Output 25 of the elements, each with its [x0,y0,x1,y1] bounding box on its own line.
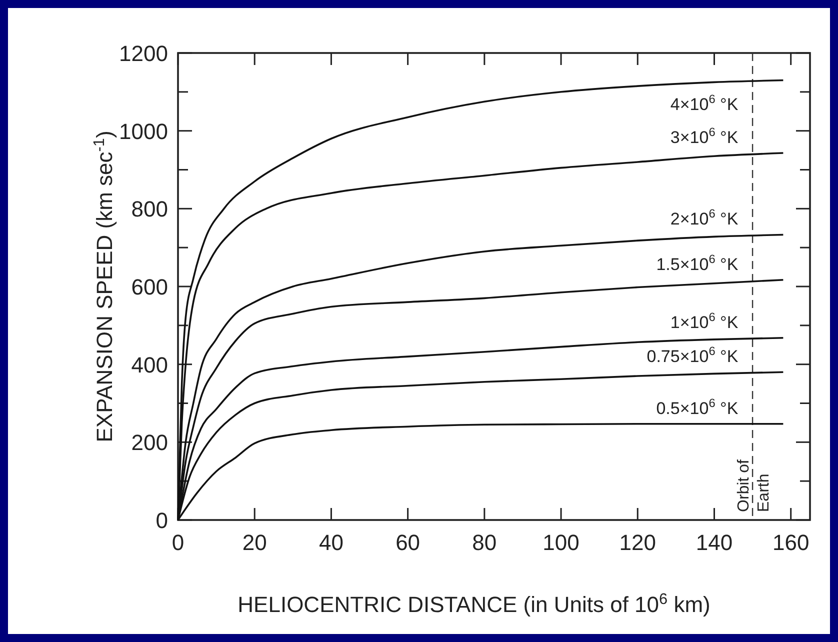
x-tick-label: 140 [696,530,733,555]
x-tick-label: 20 [242,530,267,555]
x-tick-label: 160 [772,530,810,555]
series-label: 0.75×10$^{6}$ °K [646,344,739,366]
y-tick-label: 800 [131,196,168,222]
y-tick-label: 0 [156,508,168,533]
x-tick-label: 60 [396,530,420,555]
y-tick-label: 600 [131,274,168,300]
series-label: 0.5×10$^{6}$ °K [656,396,739,418]
x-axis-title: HELIOCENTRIC DISTANCE (in Units of 10$^{6}$ km) [238,590,710,617]
y-tick-label: 200 [131,430,168,456]
x-tick-label: 40 [318,530,344,555]
x-tick-label: 80 [472,530,497,555]
x-tick-label: 100 [542,530,580,555]
series-label: 3×10$^{6}$ °K [670,125,739,148]
x-tick-label: 120 [619,530,656,555]
x-tick-label: 0 [172,530,184,555]
y-tick-label: 400 [131,352,168,378]
y-tick-label: 1200 [119,41,168,66]
y-tick-label: 1000 [119,118,168,144]
series-label: 4×10$^{6}$ °K [670,92,739,114]
series-label: 2×10$^{6}$ °K [670,206,739,229]
series-label: 1.5×10$^{6}$ °K [656,252,739,274]
ref-line-label: Orbit of Earth [736,458,773,512]
series-label: 1×10$^{6}$ °K [670,310,739,332]
